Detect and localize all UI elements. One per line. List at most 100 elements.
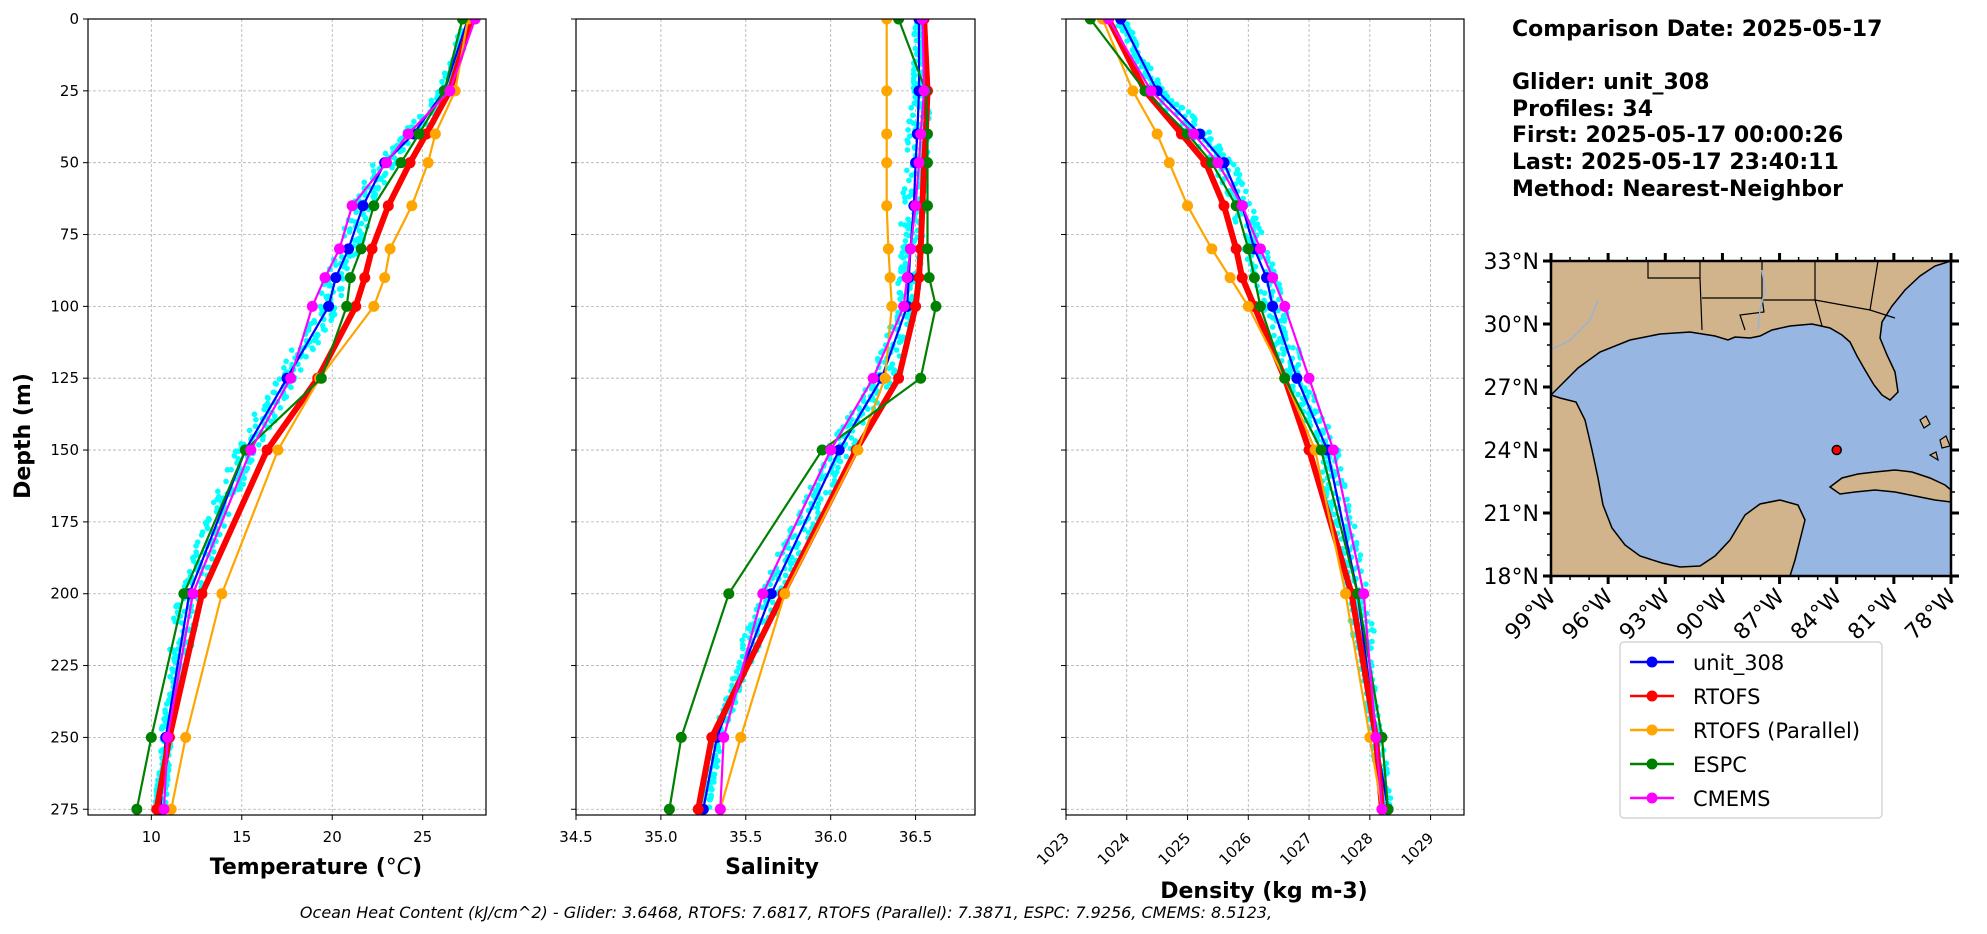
x-tick-label: 1023 [1033,829,1073,869]
glider-obs-point [1356,557,1363,563]
glider-obs-point [205,515,212,522]
glider-obs-point [904,167,910,174]
series-point-cmems [916,19,928,25]
x-tick-label: 1024 [1094,829,1134,869]
glider-obs-point [382,170,389,177]
legend-marker [1646,690,1658,702]
series-point-rtofs-parallel- [881,85,893,97]
series-point-espc [923,272,935,284]
glider-obs-point [340,276,346,282]
series-point-cmems [285,372,297,384]
salinity-panel: 34.5 35.0 35.5 36.0 36.5 [559,18,976,846]
glider-obs-point [739,653,746,660]
series-point-rtofs [350,300,362,312]
glider-obs-point [265,395,271,402]
map-lat-label: 33°N [1484,250,1539,275]
glider-obs-point [1276,281,1282,288]
series-point-espc [1242,243,1254,255]
x-tick-label: 1025 [1155,829,1195,869]
glider-obs-point [883,384,890,390]
xlabel-temperature: Temperature (°C) [210,855,422,880]
glider-obs-point [907,133,913,139]
glider-obs-point [729,675,736,682]
map-lat-label: 18°N [1484,565,1539,590]
glider-obs-point [346,253,353,260]
series-line-cmems [1107,19,1384,810]
map-lon-label: 96°W [1558,584,1619,645]
series-point-cmems [1236,200,1248,212]
glider-obs-point [715,744,722,750]
series-point-rtofs-parallel- [429,128,441,140]
series-point-espc [675,731,687,743]
glider-obs-point [210,499,217,506]
x-tick-label: 35.0 [644,828,677,846]
series-point-rtofs [359,272,371,284]
series-point-espc [395,157,407,169]
first-time: First: 2025-05-17 00:00:26 [1512,123,1843,148]
glider-obs-point [318,290,325,296]
glider-obs-point [769,599,776,606]
legend-marker [1646,792,1658,804]
glider-obs-point [1185,109,1192,115]
series-point-rtofs-parallel- [1242,300,1254,312]
legend: unit_308 RTOFS RTOFS (Parallel) ESPC CMEMS [1619,641,1883,819]
series-point-rtofs-parallel- [1206,243,1218,255]
glider-obs-point [1357,552,1364,558]
glider-obs-point [898,268,904,275]
glider-obs-point [381,179,388,186]
series-point-espc [355,243,367,255]
series-point-cmems [1188,128,1200,140]
axes-frame [87,18,487,816]
series-point-rtofs-parallel- [884,272,896,284]
glider-obs-point [312,334,319,340]
glider-obs-point [1319,469,1326,475]
glider-obs-point [198,532,205,538]
glider-obs-point [900,190,907,196]
glider-obs-point [908,105,914,111]
x-tick-label: 20 [323,828,342,846]
glider-obs-point [1270,288,1276,295]
map-lat-label: 21°N [1484,502,1539,527]
glider-obs-point [389,145,396,151]
glider-name: Glider: unit_308 [1512,70,1709,95]
series-point-cmems [1303,372,1315,384]
series-point-rtofs-parallel- [1163,157,1175,169]
series-point-rtofs [692,803,704,815]
series-point-cmems [1370,731,1382,743]
glider-obs-point [370,189,377,196]
series-point-rtofs-parallel- [422,157,434,169]
glider-obs-point [1252,263,1259,270]
series-point-rtofs [1218,200,1230,212]
glider-obs-point [305,327,312,334]
legend-label: ESPC [1693,753,1747,777]
glider-obs-point [310,346,316,353]
glider-obs-point [903,314,910,320]
glider-obs-point [818,496,824,502]
series-point-rtofs [196,588,208,600]
x-tick-label: 1028 [1337,829,1377,869]
series-point-rtofs [1236,272,1248,284]
glider-obs-point [1239,181,1245,188]
y-tick-label: 50 [60,154,79,172]
series-point-cmems [469,19,481,25]
series-point-cmems [162,731,174,743]
glider-obs-point [259,436,266,443]
x-tick-label: 25 [413,828,432,846]
y-tick-label: 75 [60,226,79,244]
series-point-espc [1279,372,1291,384]
series-point-cmems [1145,85,1157,97]
axes-frame [1065,18,1465,816]
series-point-cmems [915,128,927,140]
series-line-rtofs-parallel- [1101,19,1384,810]
glider-obs-point [283,358,289,365]
series-point-cmems [910,200,922,212]
y-tick-label: 0 [69,10,79,28]
series-point-cmems [245,444,257,456]
ylabel-depth: Depth (m) [11,373,36,499]
map-lon-label: 99°W [1501,584,1562,645]
glider-obs-point [1168,98,1175,104]
glider-obs-point [439,78,445,85]
series-point-unit-308 [323,300,335,312]
glider-obs-point [910,112,916,119]
glider-obs-point [1233,170,1239,177]
